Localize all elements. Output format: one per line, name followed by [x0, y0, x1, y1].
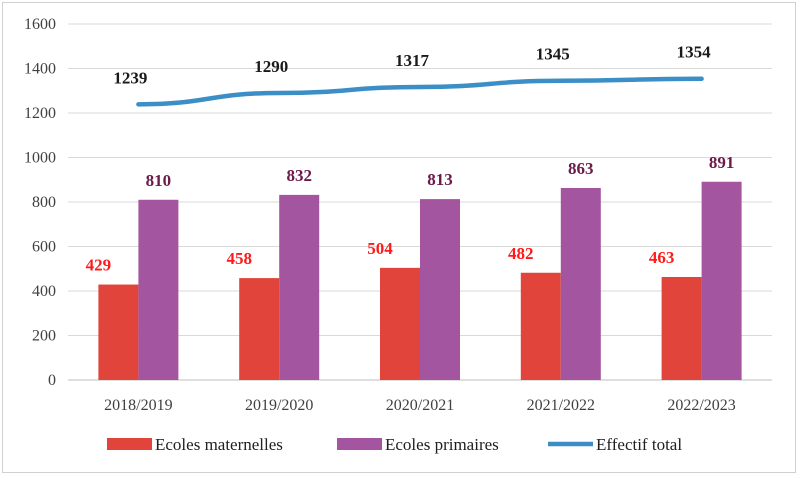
bar-primaires: [701, 181, 742, 380]
legend-label: Ecoles primaires: [385, 435, 499, 454]
bar-data-label: 863: [568, 159, 594, 178]
x-tick-label: 2019/2020: [245, 397, 313, 414]
line-data-label: 1345: [536, 45, 570, 64]
legend-swatch: [337, 438, 382, 450]
bar-data-label: 482: [508, 244, 534, 263]
bar-maternelles: [239, 278, 280, 380]
bars: [98, 181, 742, 380]
y-tick-label: 200: [32, 328, 56, 345]
y-axis: 0 200 400 600 800 1000 1200 1400 1600: [24, 16, 56, 389]
bar-primaires: [279, 194, 320, 380]
y-tick-label: 600: [32, 239, 56, 256]
y-tick-label: 1000: [24, 150, 56, 167]
gridlines: [68, 23, 772, 381]
bar-data-label: 458: [226, 249, 252, 268]
bar-data-label: 813: [427, 170, 453, 189]
y-tick-label: 1400: [24, 61, 56, 78]
y-tick-label: 800: [32, 194, 56, 211]
line-data-label: 1239: [113, 68, 147, 87]
bar-maternelles: [661, 276, 702, 380]
line-data-label: 1354: [677, 43, 712, 62]
bar-primaires: [138, 199, 179, 380]
bar-data-label: 810: [146, 171, 172, 190]
bar-maternelles: [380, 267, 420, 380]
line-data-label: 1317: [395, 51, 430, 70]
legend-swatch: [107, 438, 152, 450]
y-tick-label: 1200: [24, 105, 56, 122]
bar-data-label: 832: [286, 166, 312, 185]
bar-data-label: 429: [86, 256, 112, 275]
total-line: [136, 76, 704, 107]
bar-maternelles: [98, 284, 139, 380]
x-tick-label: 2022/2023: [667, 397, 735, 414]
x-tick-label: 2018/2019: [104, 397, 172, 414]
x-tick-label: 2021/2022: [527, 397, 595, 414]
data-labels: 429 810 458 832 504 813 482 863 463 891 1239 1290 13…: [86, 43, 735, 275]
bar-data-label: 891: [709, 153, 735, 172]
line-effectif-total: [136, 76, 704, 107]
bar-data-label: 504: [367, 239, 393, 258]
legend-label: Effectif total: [596, 435, 682, 454]
bar-data-label: 463: [649, 248, 675, 267]
x-axis: 2018/2019 2019/2020 2020/2021 2021/2022 2022…: [104, 397, 736, 414]
y-tick-label: 400: [32, 283, 56, 300]
bar-primaires: [560, 187, 601, 380]
bar-maternelles: [520, 272, 561, 380]
legend-label: Ecoles maternelles: [155, 435, 283, 454]
legend: Ecoles maternelles Ecoles primaires Effect…: [107, 435, 682, 454]
bar-primaires: [420, 199, 460, 380]
y-tick-label: 1600: [24, 16, 56, 33]
y-tick-label: 0: [48, 372, 56, 389]
x-tick-label: 2020/2021: [386, 397, 454, 414]
line-data-label: 1290: [254, 57, 288, 76]
